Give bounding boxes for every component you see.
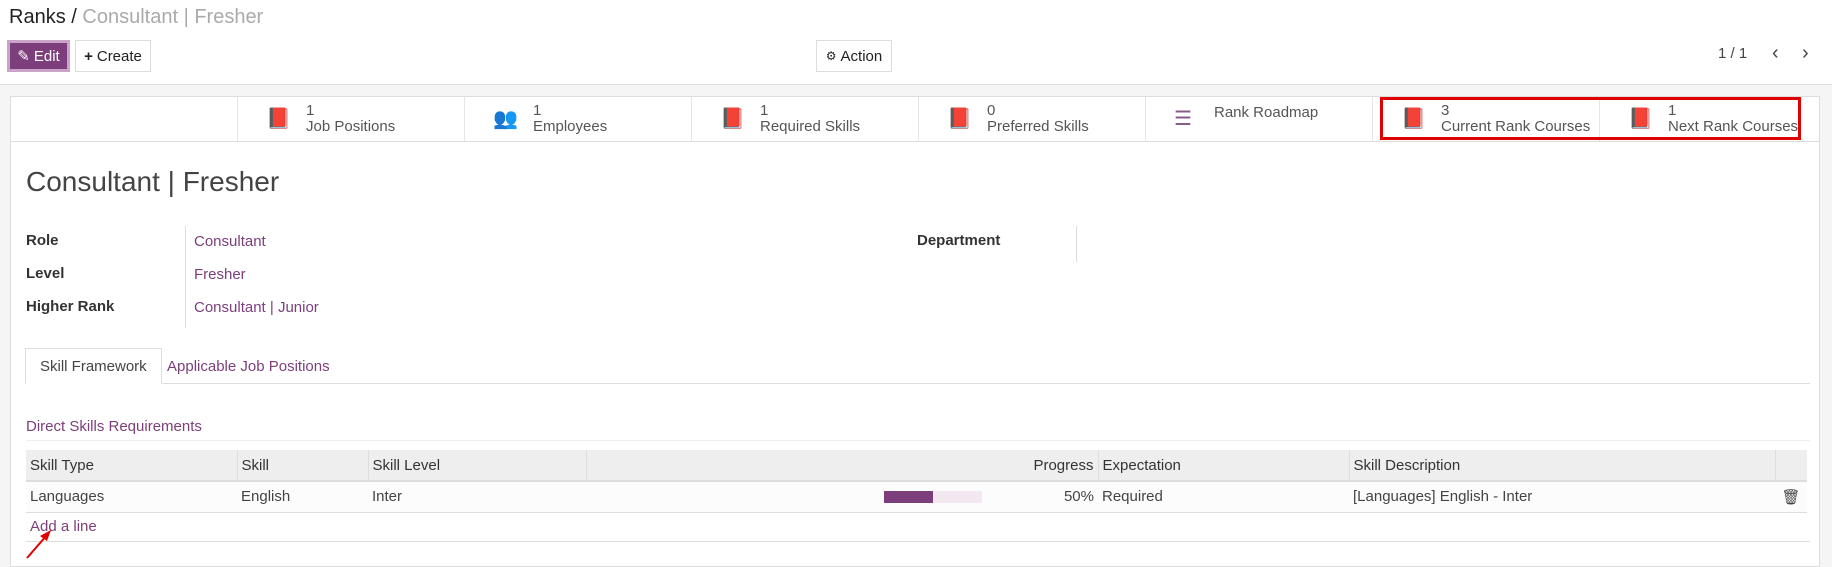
- role-value[interactable]: Consultant: [194, 233, 266, 250]
- field-separator: [185, 226, 186, 328]
- col-skill[interactable]: Skill: [236, 450, 368, 482]
- smart-button-employees[interactable]: 👥 1 Employees: [464, 96, 691, 141]
- table-header: Skill Type Skill Skill Level Progress Ex…: [26, 450, 1807, 482]
- cell-skill[interactable]: English: [237, 481, 368, 513]
- smart-button-job-positions[interactable]: 📕 1 Job Positions: [237, 96, 464, 141]
- book-icon: 📕: [1628, 108, 1653, 130]
- cell-skill-level[interactable]: Inter: [368, 481, 586, 513]
- count: 1: [306, 101, 315, 119]
- plus-icon: +: [84, 47, 93, 65]
- level-label: Level: [26, 265, 65, 282]
- breadcrumb: Ranks / Consultant | Fresher: [9, 6, 263, 29]
- book-icon: 📕: [947, 108, 972, 130]
- book-icon: 📕: [266, 108, 291, 130]
- pencil-icon: ✎: [17, 48, 30, 65]
- smart-button-next-rank-courses[interactable]: 📕 1 Next Rank Courses: [1599, 96, 1826, 141]
- table-bottom-divider: [26, 541, 1810, 542]
- cell-description[interactable]: [Languages] English - Inter: [1349, 481, 1775, 513]
- button-box: [10, 96, 1820, 142]
- cell-expectation[interactable]: Required: [1098, 481, 1349, 513]
- col-skill-description[interactable]: Skill Description: [1348, 450, 1775, 482]
- smart-button-current-rank-courses[interactable]: 📕 3 Current Rank Courses: [1372, 96, 1599, 141]
- action-label: Action: [840, 47, 883, 65]
- label: Current Rank Courses: [1441, 117, 1591, 135]
- higher-rank-value[interactable]: Consultant | Junior: [194, 299, 319, 316]
- label: Next Rank Courses: [1668, 117, 1799, 135]
- skills-table: Skill Type Skill Skill Level Progress Ex…: [26, 450, 1807, 513]
- role-label: Role: [26, 232, 59, 249]
- edit-button[interactable]: ✎ Edit: [7, 40, 70, 72]
- col-expectation[interactable]: Expectation: [1097, 450, 1349, 482]
- tab-skill-framework[interactable]: Skill Framework: [25, 348, 162, 384]
- higher-rank-label: Higher Rank: [26, 298, 115, 315]
- edit-label: Edit: [33, 47, 60, 65]
- label: Job Positions: [306, 117, 396, 135]
- create-label: Create: [96, 47, 142, 65]
- label: Preferred Skills: [987, 117, 1089, 135]
- highlight-box: [1380, 97, 1801, 140]
- smart-button-required-skills[interactable]: 📕 1 Required Skills: [691, 96, 918, 141]
- label: Rank Roadmap: [1214, 103, 1319, 121]
- control-panel-divider: [0, 84, 1832, 85]
- add-line-link[interactable]: Add a line: [30, 518, 97, 535]
- count: 1: [533, 101, 542, 119]
- label: Required Skills: [760, 117, 861, 135]
- tab-applicable-job-positions[interactable]: Applicable Job Positions: [167, 357, 330, 375]
- users-icon: 👥: [493, 108, 518, 130]
- record-title: Consultant | Fresher: [26, 166, 280, 197]
- level-value[interactable]: Fresher: [194, 266, 246, 283]
- trash-icon[interactable]: 🗑: [1775, 481, 1807, 513]
- field-separator: [1076, 226, 1077, 262]
- cell-progress[interactable]: 50%: [586, 481, 1098, 513]
- tabs-divider: [25, 383, 1810, 384]
- table-row[interactable]: Languages English Inter 50% Required [La…: [26, 481, 1807, 513]
- progress-bar: [883, 491, 982, 504]
- count: 0: [987, 101, 996, 119]
- count: 1: [760, 101, 769, 119]
- col-progress[interactable]: Progress: [585, 450, 1098, 482]
- count: 1: [1668, 101, 1677, 119]
- progress-text: 50%: [1063, 488, 1094, 506]
- col-skill-level[interactable]: Skill Level: [367, 450, 586, 482]
- list-icon: ☰: [1174, 108, 1192, 130]
- breadcrumb-current: Consultant | Fresher: [82, 6, 264, 28]
- chevron-right-icon[interactable]: ›: [1802, 42, 1809, 64]
- cell-skill-type[interactable]: Languages: [26, 481, 237, 513]
- col-actions: [1774, 450, 1807, 482]
- department-label: Department: [917, 232, 1001, 249]
- label: Employees: [533, 117, 608, 135]
- annotation-arrow-icon: [26, 530, 51, 559]
- smart-button-rank-roadmap[interactable]: ☰ Rank Roadmap: [1145, 96, 1372, 141]
- create-button[interactable]: + Create: [75, 40, 151, 72]
- pager-value[interactable]: 1 / 1: [1718, 45, 1748, 62]
- smart-button-preferred-skills[interactable]: 📕 0 Preferred Skills: [918, 96, 1145, 141]
- book-icon: 📕: [1401, 108, 1426, 130]
- breadcrumb-parent[interactable]: Ranks: [9, 6, 66, 28]
- gear-icon: ⚙: [825, 49, 837, 63]
- book-icon: 📕: [720, 108, 745, 130]
- chevron-left-icon[interactable]: ‹: [1772, 42, 1779, 64]
- action-button[interactable]: ⚙ Action: [816, 40, 892, 72]
- section-title: Direct Skills Requirements: [26, 418, 202, 435]
- section-divider: [26, 440, 1810, 441]
- count: 3: [1441, 101, 1450, 119]
- progress-fill: [883, 491, 933, 504]
- col-skill-type[interactable]: Skill Type: [26, 450, 237, 482]
- breadcrumb-separator: /: [71, 6, 77, 28]
